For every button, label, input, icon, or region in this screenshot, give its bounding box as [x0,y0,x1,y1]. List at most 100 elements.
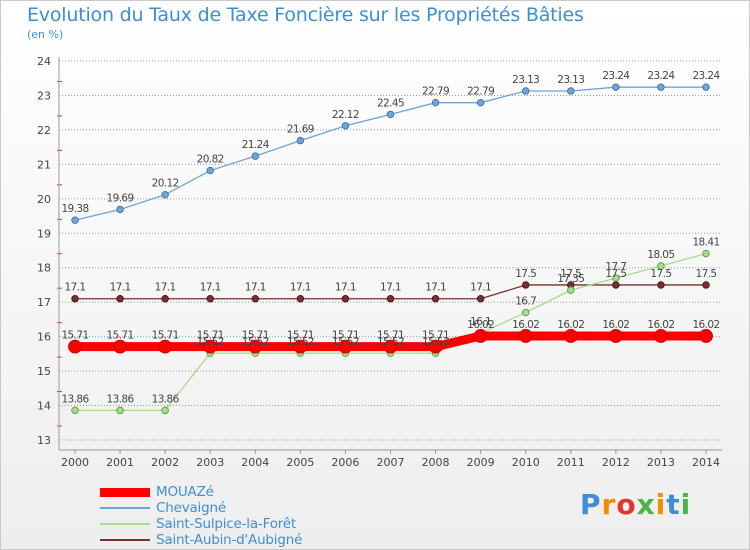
data-point [567,87,575,95]
data-label: 19.69 [107,192,134,204]
x-tick-label: 2011 [557,456,585,469]
data-label: 16.1 [470,316,491,328]
data-label: 15.71 [197,330,224,342]
data-label: 22.12 [332,109,359,121]
legend-item: Saint-Aubin-d'Aubigné [100,532,302,548]
data-point [702,83,710,91]
data-label: 15.52 [377,336,404,348]
data-point [612,274,620,282]
logo-letter: r [601,488,617,521]
data-point [116,406,124,415]
y-tick-label: 23 [37,89,51,102]
y-tick-label: 22 [37,124,51,137]
data-point [248,339,263,354]
data-point [476,98,485,107]
x-tick-label: 2006 [331,456,359,469]
y-tick-label: 14 [37,400,51,413]
data-label: 15.71 [377,330,404,342]
data-point [567,286,575,294]
logo-letter: t [666,488,681,521]
logo-letter: i [680,488,692,521]
data-label: 17.7 [605,261,626,273]
data-label: 16.02 [602,319,629,331]
data-point [296,136,305,145]
data-label: 15.71 [107,330,134,342]
data-point [522,308,530,317]
data-label: 15.71 [61,330,88,342]
legend-swatch [100,539,150,541]
data-label: 17.1 [470,282,491,294]
data-point [71,295,79,303]
data-point [341,122,350,130]
data-point [657,83,665,91]
data-label: 15.71 [287,330,314,342]
data-label: 23.24 [692,70,720,82]
data-label: 22.45 [377,97,404,109]
data-point [206,295,214,303]
y-tick-label: 20 [37,193,51,206]
data-point [657,262,665,270]
data-point [116,205,124,214]
legend-item: Chevaigné [100,500,302,516]
logo-letter: i [655,488,667,521]
y-tick-label: 18 [37,262,51,275]
data-label: 17.1 [155,282,176,294]
data-label: 17.5 [515,268,536,280]
data-label: 20.82 [197,154,224,166]
data-point [612,281,620,289]
data-label: 23.24 [647,70,675,82]
data-point [161,190,169,199]
legend-swatch [100,487,150,497]
data-point [251,295,259,303]
legend-swatch [100,507,150,509]
data-label: 15.71 [422,330,449,342]
x-tick-label: 2009 [467,456,495,469]
data-point [702,249,710,258]
data-label: 15.52 [197,336,224,348]
data-label: 16.02 [692,319,719,331]
data-point [383,339,398,354]
x-tick-label: 2002 [151,456,179,469]
y-tick-label: 24 [37,55,51,68]
data-label: 17.1 [65,282,86,294]
data-label: 13.86 [152,393,180,405]
data-label: 15.71 [152,330,179,342]
data-point [428,339,443,354]
data-point [113,339,127,354]
data-point [161,295,169,303]
x-tick-label: 2005 [286,456,314,469]
data-point [71,216,79,224]
data-point [386,295,395,303]
x-tick-label: 2003 [196,456,224,469]
data-label: 21.24 [242,139,270,151]
data-label: 20.12 [152,178,179,190]
data-label: 13.86 [107,393,135,405]
data-point [206,166,214,175]
data-label: 17.1 [110,282,131,294]
data-point [293,339,308,354]
data-label: 16.02 [467,319,494,331]
data-point [518,329,533,343]
data-label: 17.1 [380,282,401,294]
data-point [476,295,485,303]
axes: 13 14 15 16 17 18 19 20 21 22 23 24 2000 2001 2002 2003… [37,55,722,469]
data-label: 23.24 [602,70,630,82]
data-point [341,295,350,303]
data-label: 13.86 [61,393,89,405]
data-label: 15.52 [332,336,359,348]
data-labels: 15.71 15.71 15.71 15.71 15.71 15.71 15.71 15.71… [61,70,721,405]
data-point [68,339,82,354]
data-label: 17.1 [245,282,266,294]
data-point [158,339,173,354]
data-label: 15.52 [422,336,449,348]
y-tick-label: 16 [37,331,51,344]
data-point [296,295,305,303]
legend-label: Saint-Aubin-d'Aubigné [156,532,303,548]
data-point [699,329,713,343]
legend-label: MOUAZé [156,484,214,500]
x-tick-label: 2013 [647,456,675,469]
data-label: 17.5 [650,268,671,280]
legend-item: MOUAZé [100,484,302,500]
data-point [161,406,169,415]
data-label: 16.02 [557,319,584,331]
